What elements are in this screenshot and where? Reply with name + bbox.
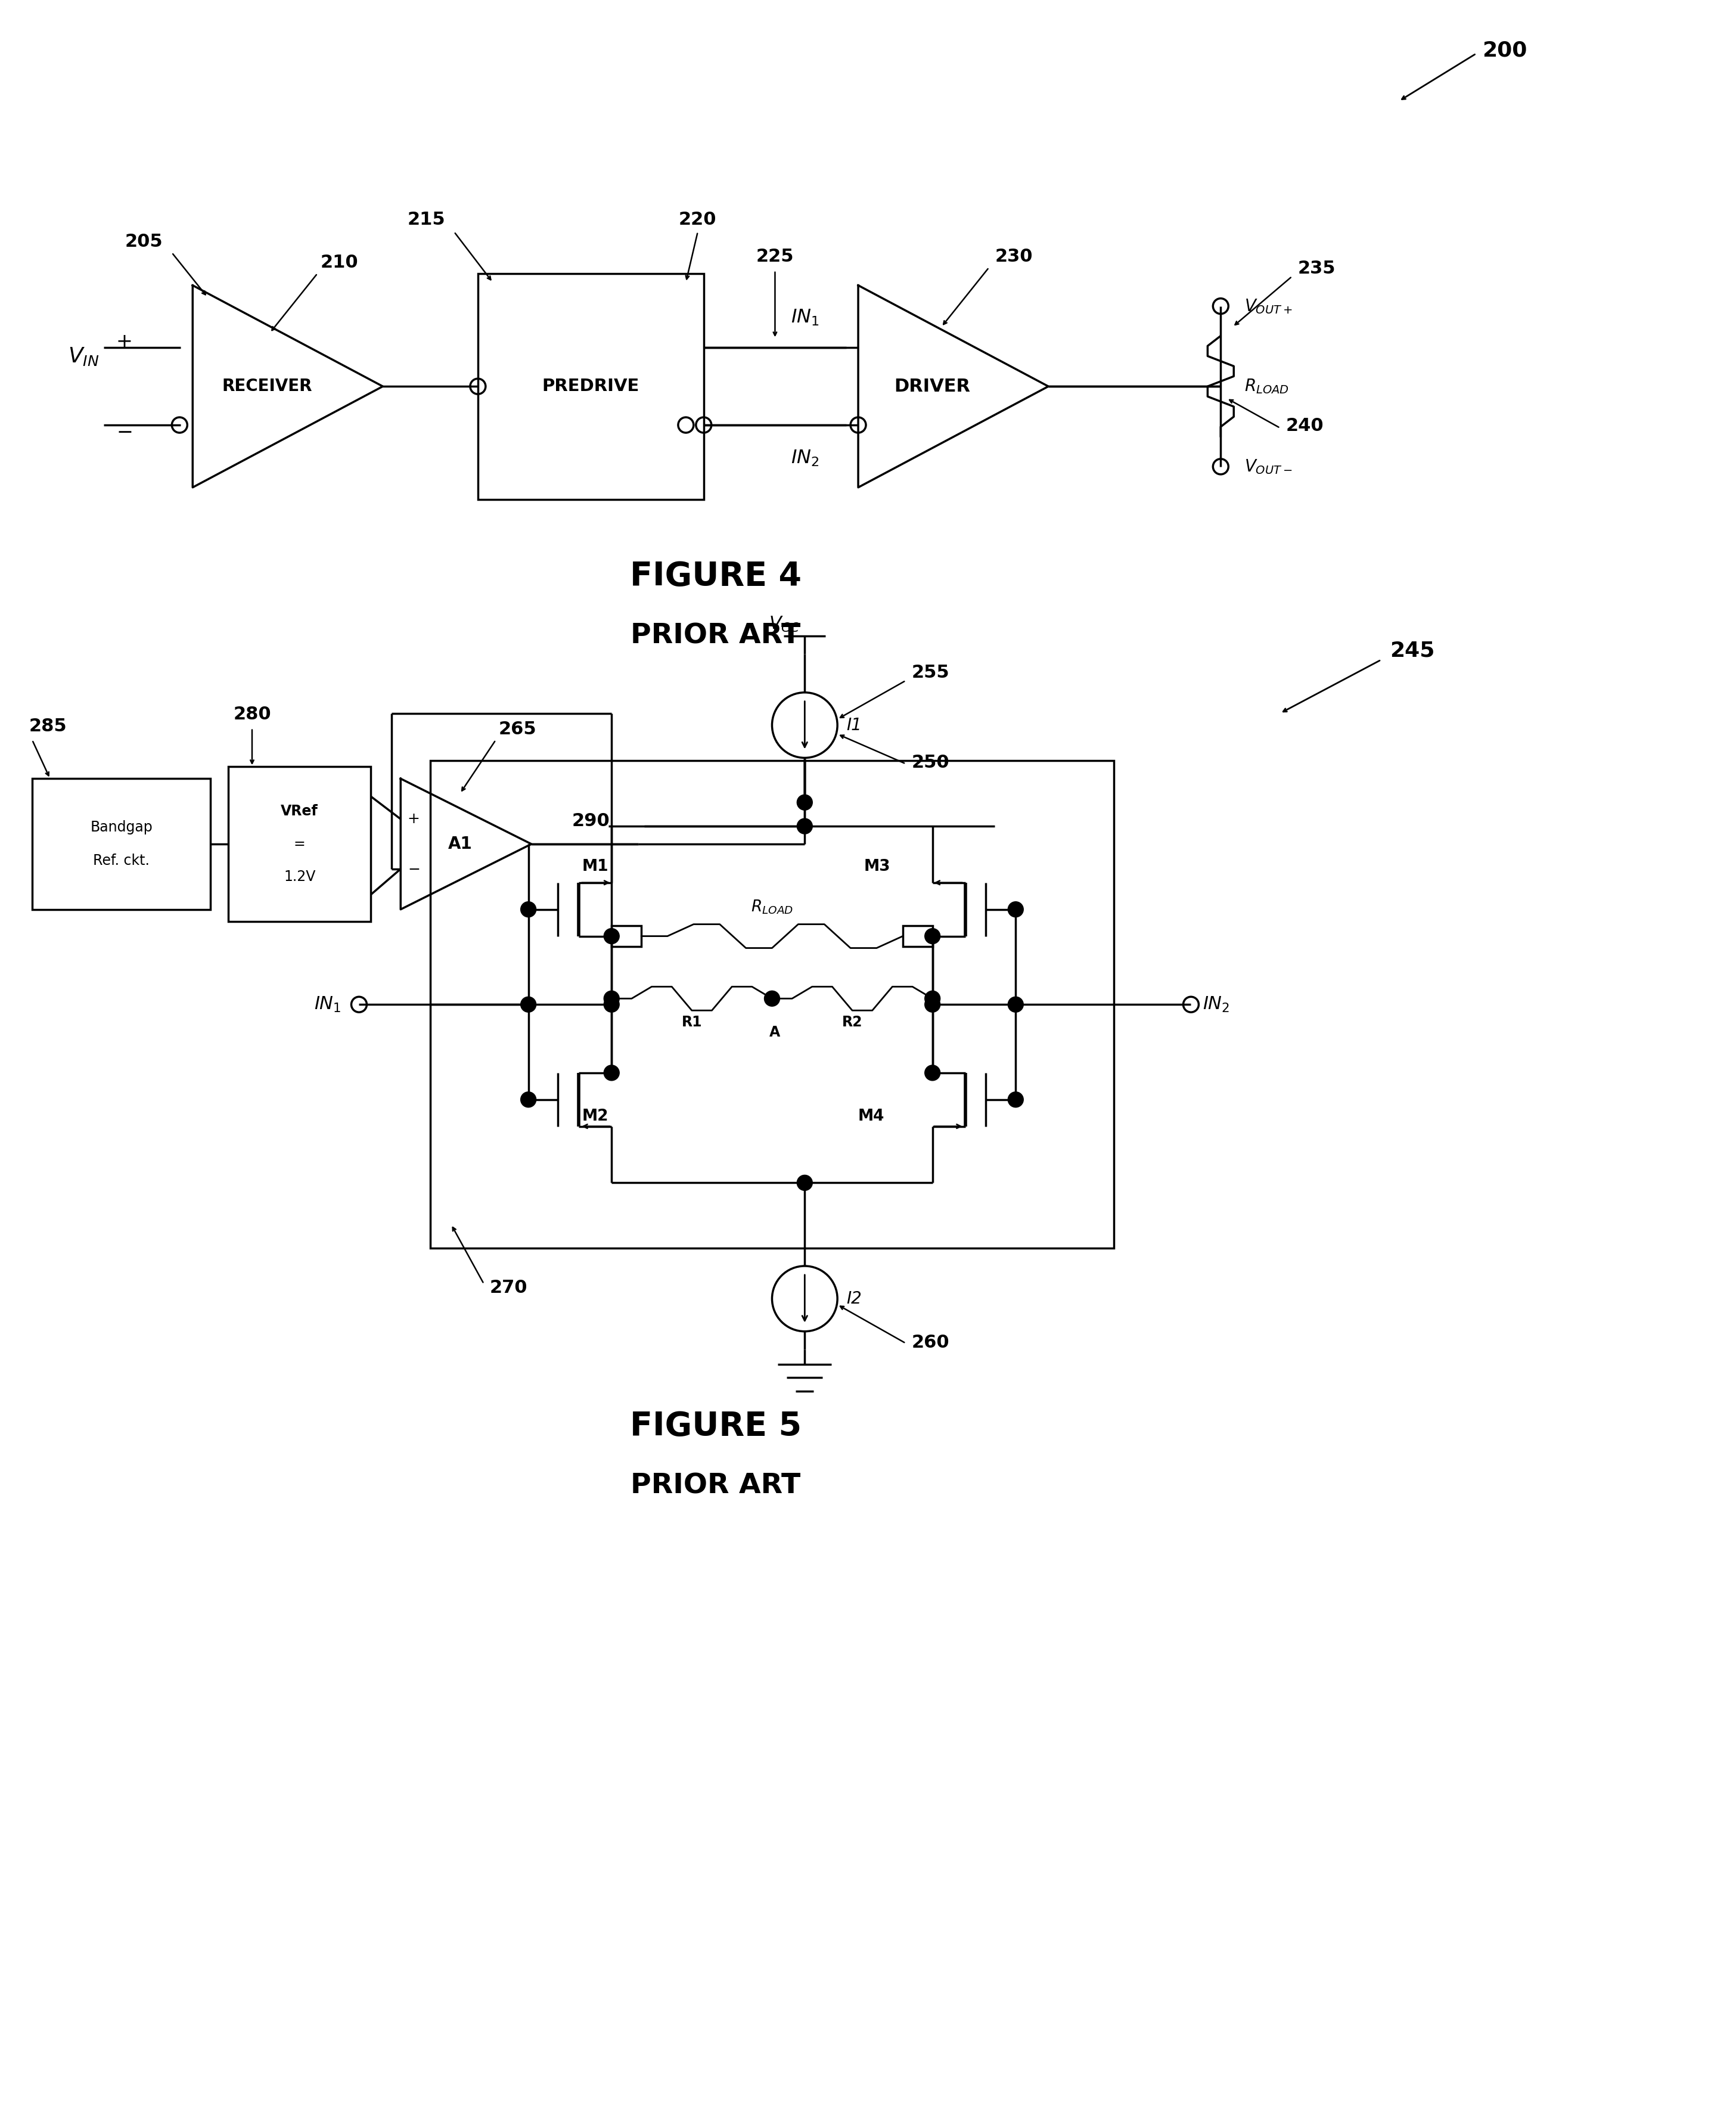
Text: 260: 260: [911, 1333, 950, 1350]
Text: 265: 265: [498, 721, 536, 737]
Text: M1: M1: [582, 858, 608, 875]
Text: $V_{IN}$: $V_{IN}$: [68, 347, 99, 368]
Text: Ref. ckt.: Ref. ckt.: [94, 854, 149, 868]
Text: M4: M4: [858, 1109, 885, 1124]
Text: 240: 240: [1286, 416, 1325, 435]
Text: +: +: [116, 332, 132, 351]
Text: 235: 235: [1299, 260, 1335, 277]
Text: FIGURE 5: FIGURE 5: [630, 1409, 802, 1443]
Text: 245: 245: [1391, 640, 1436, 661]
Text: 255: 255: [911, 663, 950, 680]
Text: $V_{CC}$: $V_{CC}$: [769, 615, 800, 634]
Text: PRIOR ART: PRIOR ART: [630, 1473, 800, 1500]
Circle shape: [1009, 1092, 1024, 1107]
Text: 250: 250: [911, 754, 950, 771]
Circle shape: [521, 902, 536, 917]
Circle shape: [604, 997, 620, 1012]
Text: 210: 210: [321, 254, 358, 270]
Text: M2: M2: [582, 1109, 608, 1124]
Text: A: A: [769, 1025, 781, 1040]
Text: RECEIVER: RECEIVER: [222, 378, 312, 395]
Text: $-$: $-$: [116, 420, 132, 442]
Circle shape: [925, 1065, 941, 1080]
Text: 290: 290: [571, 814, 609, 830]
Text: 1.2V: 1.2V: [283, 871, 316, 883]
Text: I2: I2: [847, 1291, 861, 1308]
Circle shape: [604, 991, 620, 1006]
Bar: [229, 767, 372, 921]
Text: 270: 270: [490, 1278, 528, 1297]
Bar: [477, 273, 703, 499]
Text: 225: 225: [757, 247, 793, 264]
Text: A1: A1: [448, 835, 472, 852]
Text: I1: I1: [847, 716, 861, 733]
Circle shape: [925, 928, 941, 945]
Circle shape: [764, 991, 779, 1006]
Text: $R_{LOAD}$: $R_{LOAD}$: [752, 898, 793, 915]
Text: $IN_1$: $IN_1$: [314, 995, 342, 1014]
Text: 280: 280: [233, 706, 271, 723]
Text: +: +: [408, 811, 420, 826]
Text: 215: 215: [408, 211, 444, 228]
Circle shape: [521, 997, 536, 1012]
Bar: [903, 925, 932, 947]
Text: $IN_2$: $IN_2$: [1203, 995, 1229, 1014]
Circle shape: [797, 1175, 812, 1190]
Text: PRIOR ART: PRIOR ART: [630, 623, 800, 649]
Circle shape: [604, 928, 620, 945]
Text: 200: 200: [1483, 40, 1528, 61]
Bar: [611, 925, 641, 947]
Circle shape: [797, 818, 812, 835]
Circle shape: [797, 794, 812, 809]
Text: FIGURE 4: FIGURE 4: [630, 560, 802, 592]
Text: R1: R1: [682, 1014, 701, 1029]
Bar: [431, 761, 1115, 1249]
Text: VRef: VRef: [281, 805, 318, 818]
Circle shape: [604, 1065, 620, 1080]
Text: 285: 285: [30, 718, 68, 735]
Text: 230: 230: [995, 247, 1033, 264]
Text: $IN_1$: $IN_1$: [790, 308, 819, 328]
Circle shape: [1009, 997, 1024, 1012]
Text: $-$: $-$: [408, 862, 420, 877]
Text: $V_{OUT-}$: $V_{OUT-}$: [1245, 459, 1292, 475]
Text: M3: M3: [865, 858, 891, 875]
Circle shape: [521, 1092, 536, 1107]
Circle shape: [1009, 902, 1024, 917]
Text: $IN_2$: $IN_2$: [790, 448, 819, 469]
Bar: [33, 780, 210, 909]
Text: $V_{OUT+}$: $V_{OUT+}$: [1245, 298, 1292, 315]
Text: PREDRIVE: PREDRIVE: [542, 378, 639, 395]
Text: =: =: [293, 837, 306, 852]
Text: DRIVER: DRIVER: [894, 378, 970, 395]
Text: $R_{LOAD}$: $R_{LOAD}$: [1245, 378, 1290, 395]
Text: Bandgap: Bandgap: [90, 820, 153, 835]
Text: 205: 205: [125, 232, 163, 249]
Text: 220: 220: [679, 211, 717, 228]
Circle shape: [925, 997, 941, 1012]
Circle shape: [925, 991, 941, 1006]
Text: R2: R2: [842, 1014, 863, 1029]
